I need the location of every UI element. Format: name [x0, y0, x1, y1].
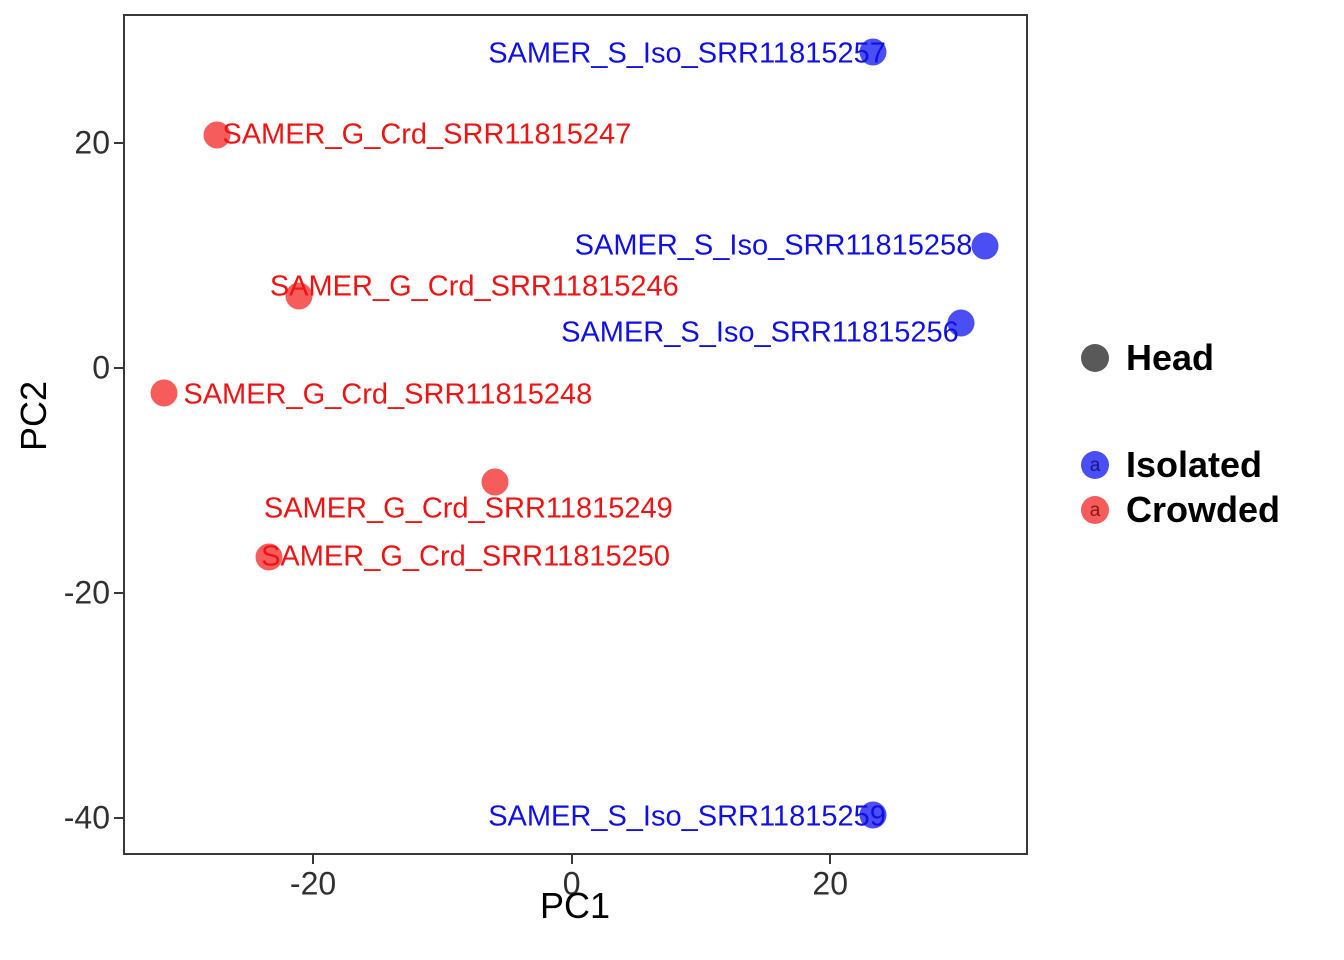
legend-entry-head: Head	[1081, 337, 1214, 379]
x-axis-tick-label: 20	[812, 865, 848, 902]
legend-label-isolated: Isolated	[1126, 444, 1263, 485]
data-point-crowded	[203, 121, 231, 149]
y-axis-tick	[114, 592, 123, 595]
x-axis-tick	[312, 855, 315, 864]
y-axis-tick-label: 20	[74, 124, 110, 161]
data-point-isolated	[947, 309, 975, 337]
legend-point-icon	[1081, 344, 1109, 372]
data-point-label: SAMER_S_Iso_SRR11815258	[574, 229, 973, 262]
plot-panel	[123, 14, 1028, 855]
legend-point-icon: a	[1081, 451, 1109, 479]
legend-label-crowded: Crowded	[1126, 489, 1281, 530]
x-axis-title: PC1	[539, 885, 611, 926]
x-axis-tick	[829, 855, 832, 864]
y-axis-tick-label: -40	[63, 799, 110, 836]
data-point-crowded	[150, 379, 178, 407]
data-point-crowded	[285, 282, 313, 310]
data-point-label: SAMER_G_Crd_SRR11815246	[269, 270, 679, 303]
y-axis-title: PC2	[13, 380, 54, 452]
y-axis-tick	[114, 142, 123, 145]
x-axis-tick	[570, 855, 573, 864]
data-point-label: SAMER_S_Iso_SRR11815257	[488, 37, 886, 70]
data-point-label: SAMER_S_Iso_SRR11815259	[488, 800, 886, 833]
data-point-crowded	[481, 468, 509, 496]
data-point-label: SAMER_G_Crd_SRR11815250	[261, 540, 670, 573]
data-point-label: SAMER_G_Crd_SRR11815247	[222, 118, 632, 151]
data-point-isolated	[859, 38, 887, 66]
data-point-isolated	[971, 232, 999, 260]
x-axis-tick-label: -20	[289, 865, 337, 902]
x-axis-tick-label: 0	[562, 865, 581, 902]
legend-entry-isolated: a Isolated	[1081, 444, 1262, 486]
y-axis-tick-label: 0	[92, 349, 110, 386]
y-axis-tick-label: -20	[63, 574, 110, 611]
legend-point-icon: a	[1081, 496, 1109, 524]
y-axis-tick	[114, 367, 123, 370]
legend-entry-crowded: a Crowded	[1081, 489, 1280, 531]
legend-key-text: a	[1089, 499, 1101, 521]
data-point-isolated	[859, 801, 887, 829]
data-point-label: SAMER_G_Crd_SRR11815249	[263, 492, 673, 525]
data-point-crowded	[255, 543, 283, 571]
legend-label-head: Head	[1126, 337, 1215, 378]
legend-key-text: a	[1089, 454, 1101, 476]
data-point-label: SAMER_S_Iso_SRR11815256	[561, 316, 959, 349]
y-axis-tick	[114, 816, 123, 819]
data-point-label: SAMER_G_Crd_SRR11815248	[183, 378, 593, 411]
